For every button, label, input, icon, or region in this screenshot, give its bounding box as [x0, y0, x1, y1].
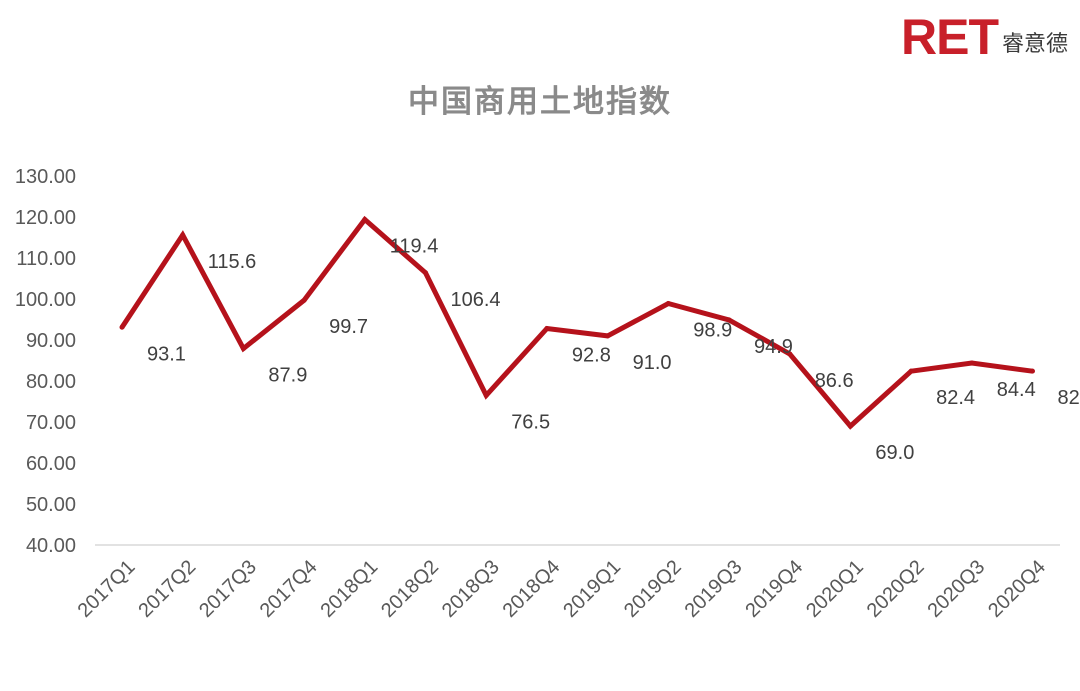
x-tick-label: 2019Q3 — [681, 556, 747, 622]
data-label: 82.4 — [936, 387, 975, 409]
x-tick-label: 2020Q3 — [923, 556, 989, 622]
y-tick-label: 80.00 — [26, 371, 76, 393]
data-point — [908, 368, 914, 374]
data-point — [544, 326, 550, 332]
x-tick-label: 2019Q2 — [620, 556, 686, 622]
logo-name: 睿意德 — [1001, 32, 1068, 57]
x-tick-label: 2017Q2 — [134, 556, 200, 622]
data-label: 94.9 — [754, 336, 793, 358]
data-label: 87.9 — [268, 365, 307, 387]
x-tick-label: 2018Q2 — [377, 556, 443, 622]
logo-mark: RET — [900, 9, 999, 65]
x-tick-label: 2020Q4 — [984, 556, 1050, 622]
x-tick-label: 2017Q1 — [74, 556, 140, 622]
data-label: 92.8 — [572, 345, 611, 367]
data-point — [423, 270, 428, 276]
data-label: 86.6 — [815, 370, 854, 392]
data-label: 91.0 — [633, 352, 672, 374]
data-point — [362, 216, 368, 222]
y-tick-label: 40.00 — [26, 535, 76, 557]
data-label: 93.1 — [147, 343, 186, 365]
y-axis: 40.00 50.00 60.00 70.00 80.00 90.00 100.00 110.… — [15, 166, 76, 557]
data-label: 84.4 — [997, 379, 1036, 401]
data-point — [1030, 368, 1035, 374]
x-tick-label: 2018Q4 — [499, 556, 565, 622]
y-tick-label: 120.00 — [15, 207, 76, 229]
chart-title: 中国商用土地指数 — [408, 84, 672, 120]
data-point — [301, 297, 307, 303]
data-label: 76.5 — [511, 411, 550, 433]
x-tick-label: 2018Q3 — [438, 556, 504, 622]
x-axis: 2017Q12017Q22017Q32017Q42018Q12018Q22018… — [74, 556, 1050, 622]
data-point — [847, 423, 853, 429]
data-label: 119.4 — [390, 235, 439, 257]
x-tick-label: 2020Q2 — [863, 556, 929, 622]
data-point — [180, 232, 186, 238]
series-group — [119, 215, 1035, 430]
y-tick-label: 110.00 — [16, 248, 76, 270]
data-labels: 93.1 115.6 87.9 99.7 119.4 106.4 76.5 92.8 91.0 9… — [147, 235, 1080, 464]
x-tick-label: 2017Q4 — [256, 556, 322, 622]
data-point — [787, 351, 793, 357]
data-point — [119, 324, 125, 330]
data-label: 98.9 — [693, 320, 732, 342]
data-label: 99.7 — [329, 316, 368, 338]
x-tick-label: 2017Q3 — [195, 556, 261, 622]
data-point — [969, 360, 975, 366]
y-tick-label: 130.00 — [15, 166, 76, 188]
x-tick-label: 2019Q4 — [741, 556, 807, 622]
data-label: 82.4 — [1058, 387, 1080, 409]
y-tick-label: 90.00 — [26, 330, 76, 352]
data-label: 115.6 — [208, 251, 257, 273]
data-point — [665, 301, 671, 307]
series-line — [119, 215, 1033, 430]
data-label: 106.4 — [451, 289, 501, 311]
x-tick-label: 2018Q1 — [316, 556, 382, 622]
data-label: 69.0 — [875, 442, 914, 464]
y-tick-label: 60.00 — [26, 453, 76, 475]
data-point — [726, 317, 732, 323]
y-tick-label: 70.00 — [26, 412, 76, 434]
data-point — [240, 346, 246, 352]
x-tick-label: 2019Q1 — [559, 556, 625, 622]
data-point — [605, 333, 611, 339]
x-tick-label: 2020Q1 — [802, 556, 868, 622]
data-point — [483, 392, 489, 398]
y-tick-label: 50.00 — [26, 494, 76, 516]
y-tick-label: 100.00 — [15, 289, 76, 311]
brand-logo: RET 睿意德 — [900, 9, 1068, 65]
